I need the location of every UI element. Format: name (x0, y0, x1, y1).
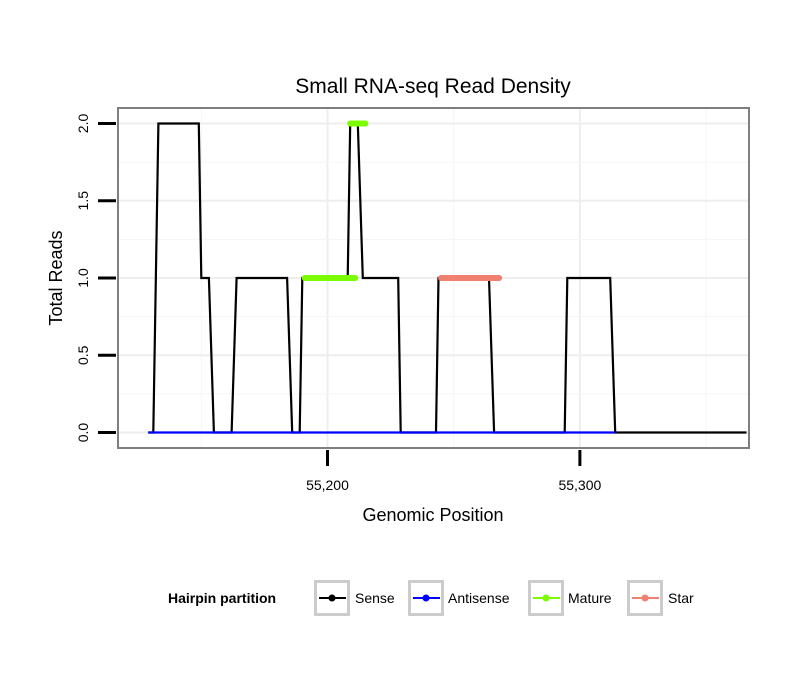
y-tick-label: 0.0 (75, 423, 91, 443)
legend-label-sense: Sense (355, 590, 395, 606)
y-tick-label: 1.0 (75, 268, 91, 288)
legend-key-dot-star (641, 594, 649, 602)
legend-label-star: Star (668, 590, 694, 606)
legend-title: Hairpin partition (168, 590, 276, 606)
chart-title: Small RNA-seq Read Density (295, 75, 571, 98)
x-tick-label: 55,200 (306, 477, 349, 493)
x-tick-label: 55,300 (558, 477, 601, 493)
plot-area: 0.0 0.5 1.0 1.5 2.0 55,200 55,300 (75, 107, 750, 493)
legend-label-antisense: Antisense (448, 590, 510, 606)
legend-label-mature: Mature (568, 590, 612, 606)
y-tick-label: 2.0 (75, 114, 91, 134)
y-tick-label: 0.5 (75, 345, 91, 365)
legend: Hairpin partition Sense Antisense Mature St… (168, 580, 694, 616)
y-tick-label: 1.5 (75, 191, 91, 211)
legend-key-dot-antisense (422, 594, 430, 602)
x-axis-label: Genomic Position (362, 505, 503, 525)
legend-key-dot-sense (328, 594, 336, 602)
panel-border (117, 107, 750, 449)
y-axis-label: Total Reads (46, 230, 66, 325)
legend-key-dot-mature (542, 594, 550, 602)
